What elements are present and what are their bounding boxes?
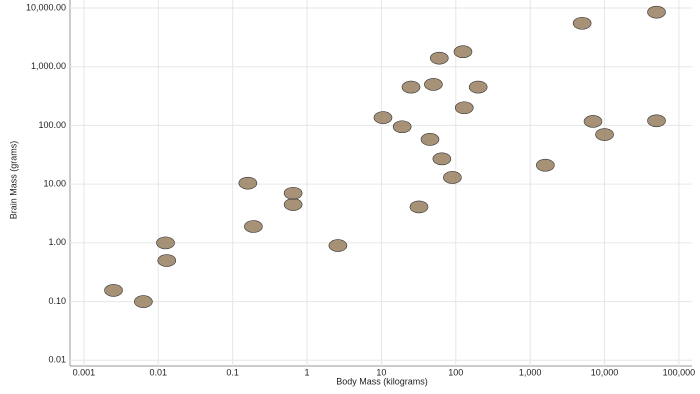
animal-marker <box>647 5 666 19</box>
animal-marker <box>104 284 123 297</box>
animal-marker <box>392 120 412 134</box>
animal-marker <box>468 80 488 94</box>
animal-marker <box>401 80 421 94</box>
animal-marker <box>432 152 452 166</box>
animal-marker <box>283 198 303 211</box>
y-tick-label: 10.00 <box>43 179 66 189</box>
x-tick-label: 1 <box>305 367 310 377</box>
animal-marker <box>420 133 440 146</box>
animal-marker <box>453 45 473 59</box>
animal-marker <box>572 16 592 30</box>
y-tick-label: 1,000.00 <box>31 61 66 71</box>
y-axis-label: Brain Mass (grams) <box>8 141 18 220</box>
animal-marker <box>424 78 443 91</box>
animal-marker <box>283 186 303 200</box>
animal-marker <box>536 158 555 172</box>
y-tick-label: 1.00 <box>48 237 66 247</box>
animal-marker <box>429 51 449 65</box>
animal-marker <box>328 239 348 252</box>
animal-marker <box>454 101 474 115</box>
animal-marker <box>583 115 603 128</box>
animal-marker <box>134 295 153 308</box>
x-tick-label: 1,000 <box>519 367 542 377</box>
animal-marker <box>156 236 175 250</box>
animal-marker <box>647 114 666 128</box>
x-tick-label: 10,000 <box>591 367 619 377</box>
y-tick-label: 0.01 <box>48 355 66 365</box>
x-tick-label: 100,000 <box>663 367 696 377</box>
x-tick-label: 0.01 <box>150 367 168 377</box>
animal-marker <box>244 220 263 233</box>
y-tick-label: 0.10 <box>48 296 66 306</box>
x-tick-label: 10 <box>376 367 386 377</box>
x-tick-label: 0.001 <box>73 367 96 377</box>
x-axis-label: Body Mass (kilograms) <box>336 376 428 386</box>
animal-marker <box>595 128 614 141</box>
y-tick-label: 100.00 <box>38 120 66 130</box>
x-tick-label: 100 <box>448 367 463 377</box>
animal-marker <box>238 176 258 190</box>
animal-marker <box>409 200 429 214</box>
animal-marker <box>157 254 177 267</box>
y-tick-label: 10,000.00 <box>26 2 66 12</box>
animal-marker <box>443 171 462 184</box>
x-tick-label: 0.1 <box>226 367 239 377</box>
animal-marker <box>373 111 393 124</box>
